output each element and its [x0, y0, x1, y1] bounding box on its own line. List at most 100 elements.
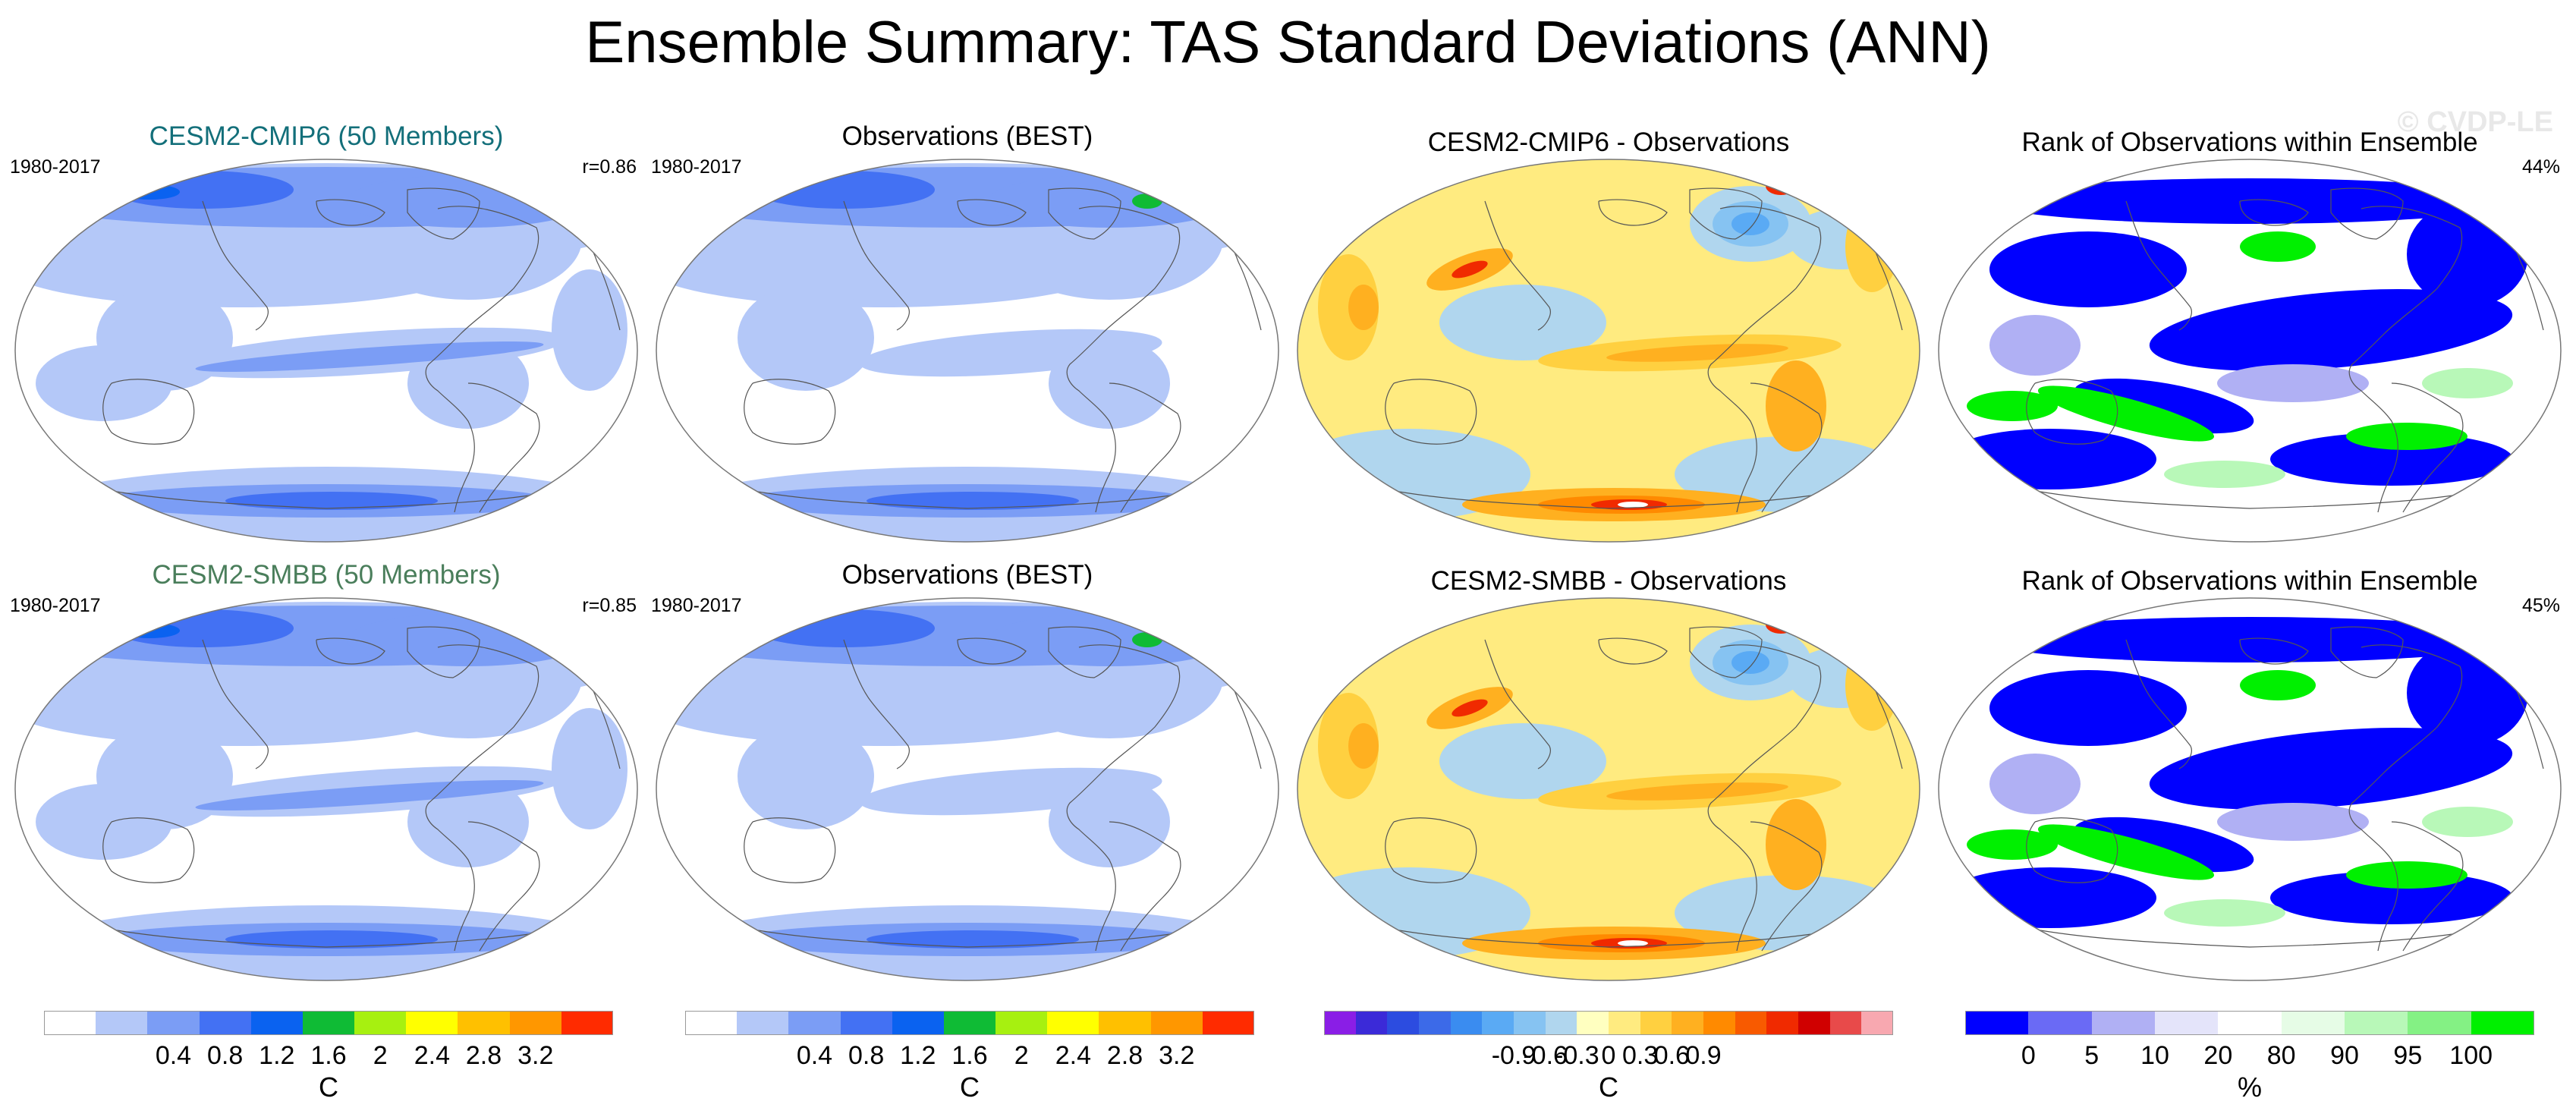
- colorbar-unit: C: [319, 1072, 338, 1103]
- colorbar-swatch: [1419, 1011, 1452, 1035]
- colorbar-tick-label: 1.6: [310, 1041, 347, 1070]
- field-region: [1439, 285, 1606, 360]
- coastline: [1386, 927, 1827, 948]
- coastline: [1689, 626, 1763, 678]
- colorbar-swatch: [250, 1011, 304, 1035]
- colorbar-tick-label: 0.4: [155, 1041, 192, 1070]
- coastline: [103, 927, 545, 948]
- field-region: [36, 784, 172, 860]
- field-region: [2074, 378, 2254, 434]
- field-region: [1132, 194, 1162, 209]
- coastline: [202, 639, 269, 769]
- map-border: [1297, 597, 1920, 981]
- coastline: [957, 637, 1027, 665]
- field-region: [2149, 727, 2513, 810]
- map-observations-best-2: [656, 597, 1279, 981]
- colorbar-tick-label: 2.4: [414, 1041, 450, 1070]
- coastline: [202, 200, 269, 331]
- colorbar-tick-label: -0.3: [1555, 1041, 1599, 1070]
- colorbar-tick-label: 20: [2203, 1041, 2233, 1070]
- coastline: [2239, 199, 2309, 226]
- panel-title: Rank of Observations within Ensemble: [2021, 566, 2478, 596]
- map-border: [656, 597, 1279, 981]
- map-smbb-minus-obs: [1297, 597, 1920, 981]
- field-region: [1606, 344, 1788, 362]
- coastline: [425, 644, 539, 952]
- panel-rank-obs: Rank of Observations within Ensemble 44%: [1936, 121, 2563, 546]
- field-region: [1989, 231, 2187, 307]
- map-field: [15, 602, 637, 980]
- colorbar-difference: -0.9 -0.6 -0.3 0 0.3 0.6 0.9 C: [1324, 1002, 1901, 1103]
- field-region: [225, 492, 438, 510]
- field-region: [1845, 201, 1898, 292]
- map-field: [1944, 178, 2544, 513]
- field-region: [195, 779, 544, 811]
- field-region: [119, 623, 180, 638]
- colorbar-tick-label: 1.2: [900, 1041, 936, 1070]
- rank-percent: 44%: [2521, 156, 2560, 178]
- panel-title: CESM2-SMBB - Observations: [1430, 566, 1787, 596]
- colorbar-swatch: [509, 1011, 562, 1035]
- colorbar-tick-label: 0.4: [796, 1041, 833, 1070]
- coastline: [1109, 382, 1181, 513]
- colorbar-tick-label: 0.6: [1653, 1041, 1690, 1070]
- coastline: [425, 206, 539, 513]
- field-region: [1984, 178, 2515, 224]
- field-region: [2164, 461, 2285, 488]
- colorbar-swatch: [1514, 1011, 1546, 1035]
- colorbar-unit: %: [2237, 1072, 2263, 1103]
- map-field: [1297, 159, 1920, 542]
- colorbar-swatch: [685, 1011, 738, 1035]
- coastline: [2348, 644, 2463, 952]
- field-region: [1132, 632, 1162, 647]
- coastline: [843, 639, 910, 769]
- colorbar-swatch: [2091, 1011, 2156, 1035]
- colorbar-swatch: [1609, 1011, 1641, 1035]
- field-region: [81, 625, 112, 632]
- colorbar-swatch: [1798, 1011, 1831, 1035]
- field-region: [81, 186, 112, 194]
- coastline: [2026, 379, 2118, 445]
- colorbar-swatch: [2471, 1011, 2535, 1035]
- colorbar-swatch: [406, 1011, 458, 1035]
- colorbar-swatch: [1577, 1011, 1609, 1035]
- panel-smbb-minus-obs: CESM2-SMBB - Observations: [1295, 560, 1922, 985]
- field-region: [1845, 640, 1898, 731]
- field-region: [112, 609, 294, 647]
- colorbar-tick-label: 90: [2330, 1041, 2359, 1070]
- field-region: [1944, 867, 2156, 928]
- coastline: [1484, 639, 1551, 769]
- colorbar-swatch: [892, 1011, 945, 1035]
- field-region: [867, 492, 1079, 510]
- panel-rank-obs-2: Rank of Observations within Ensemble 45%: [1936, 560, 2563, 985]
- map-border: [656, 159, 1279, 543]
- colorbar-rank: 0 5 10 20 80 90 95 100%: [1965, 1002, 2542, 1103]
- colorbar-swatch: [44, 1011, 96, 1035]
- coastline: [1048, 626, 1121, 678]
- colorbar-tick-label: 0: [2021, 1041, 2036, 1070]
- period-label: 1980-2017: [10, 595, 101, 616]
- field-region: [2422, 807, 2513, 837]
- colorbar-tick-label: 5: [2084, 1041, 2099, 1070]
- coastline: [1109, 821, 1181, 952]
- colorbar-swatch: [1861, 1011, 1894, 1035]
- coastline: [1598, 199, 1668, 226]
- colorbar-tick-label: 3.2: [517, 1041, 554, 1070]
- coastline: [744, 379, 836, 445]
- field-region: [2217, 364, 2369, 402]
- colorbar-frame: [44, 1011, 613, 1035]
- watermark: © CVDP-LE: [2397, 106, 2553, 138]
- colorbar-swatch: [1324, 1011, 1357, 1035]
- colorbar-tick-label: 0.9: [1685, 1041, 1722, 1070]
- field-region: [715, 186, 775, 204]
- map-cmip6-minus-obs: [1297, 159, 1920, 543]
- field-region: [74, 186, 134, 204]
- period-label: 1980-2017: [10, 156, 101, 178]
- field-region: [225, 930, 438, 949]
- colorbar-sd-obs: 0.4 0.8 1.2 1.6 2 2.4 2.8 3.2 C: [685, 1002, 1262, 1103]
- colorbar-tick-label: 1.6: [951, 1041, 988, 1070]
- panel-title: Rank of Observations within Ensemble: [2021, 127, 2478, 157]
- field-region: [2217, 803, 2369, 841]
- colorbar-swatch: [1735, 1011, 1767, 1035]
- field-region: [1766, 177, 1796, 195]
